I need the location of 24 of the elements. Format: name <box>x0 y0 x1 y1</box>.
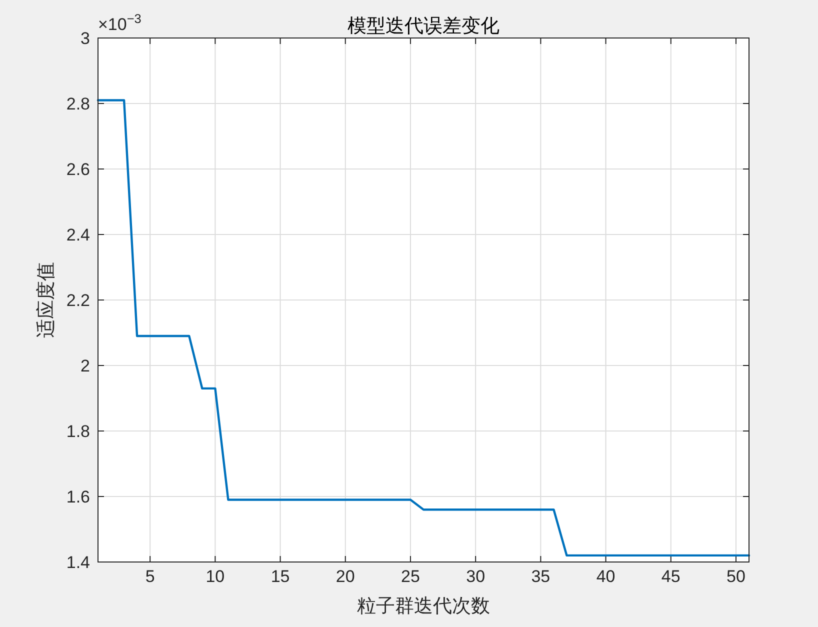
x-tick-label: 25 <box>401 567 420 586</box>
text: ×10$^{−3}$ <box>98 10 142 34</box>
x-tick-label: 30 <box>466 567 486 586</box>
y-tick-label: 2.8 <box>66 94 90 114</box>
y-tick-label: 2.2 <box>66 291 90 310</box>
y-tick-label: 3 <box>80 29 90 48</box>
x-tick-label: 10 <box>206 567 225 586</box>
x-tick-label: 5 <box>145 567 155 586</box>
x-tick-label: 45 <box>661 567 680 586</box>
chart-title: 模型迭代误差变化 <box>348 15 500 37</box>
x-tick-label: 35 <box>531 567 550 586</box>
y-tick-label: 2 <box>80 356 90 376</box>
y-axis-title: 适应度值 <box>35 262 57 338</box>
x-tick-label: 20 <box>336 567 355 586</box>
y-tick-label: 2.4 <box>66 226 90 244</box>
y-tick-label: 1.4 <box>66 553 90 572</box>
x-tick-label: 15 <box>270 567 290 586</box>
y-tick-label: 1.6 <box>66 488 90 506</box>
x-tick-label: 50 <box>726 567 746 586</box>
line-series <box>96 99 750 557</box>
x-tick-label: 40 <box>596 567 616 586</box>
x-axis-title: 粒子群迭代次数 <box>357 596 490 617</box>
y-tick-label: 1.8 <box>66 422 90 441</box>
y-tick-label: 2.6 <box>66 160 90 179</box>
